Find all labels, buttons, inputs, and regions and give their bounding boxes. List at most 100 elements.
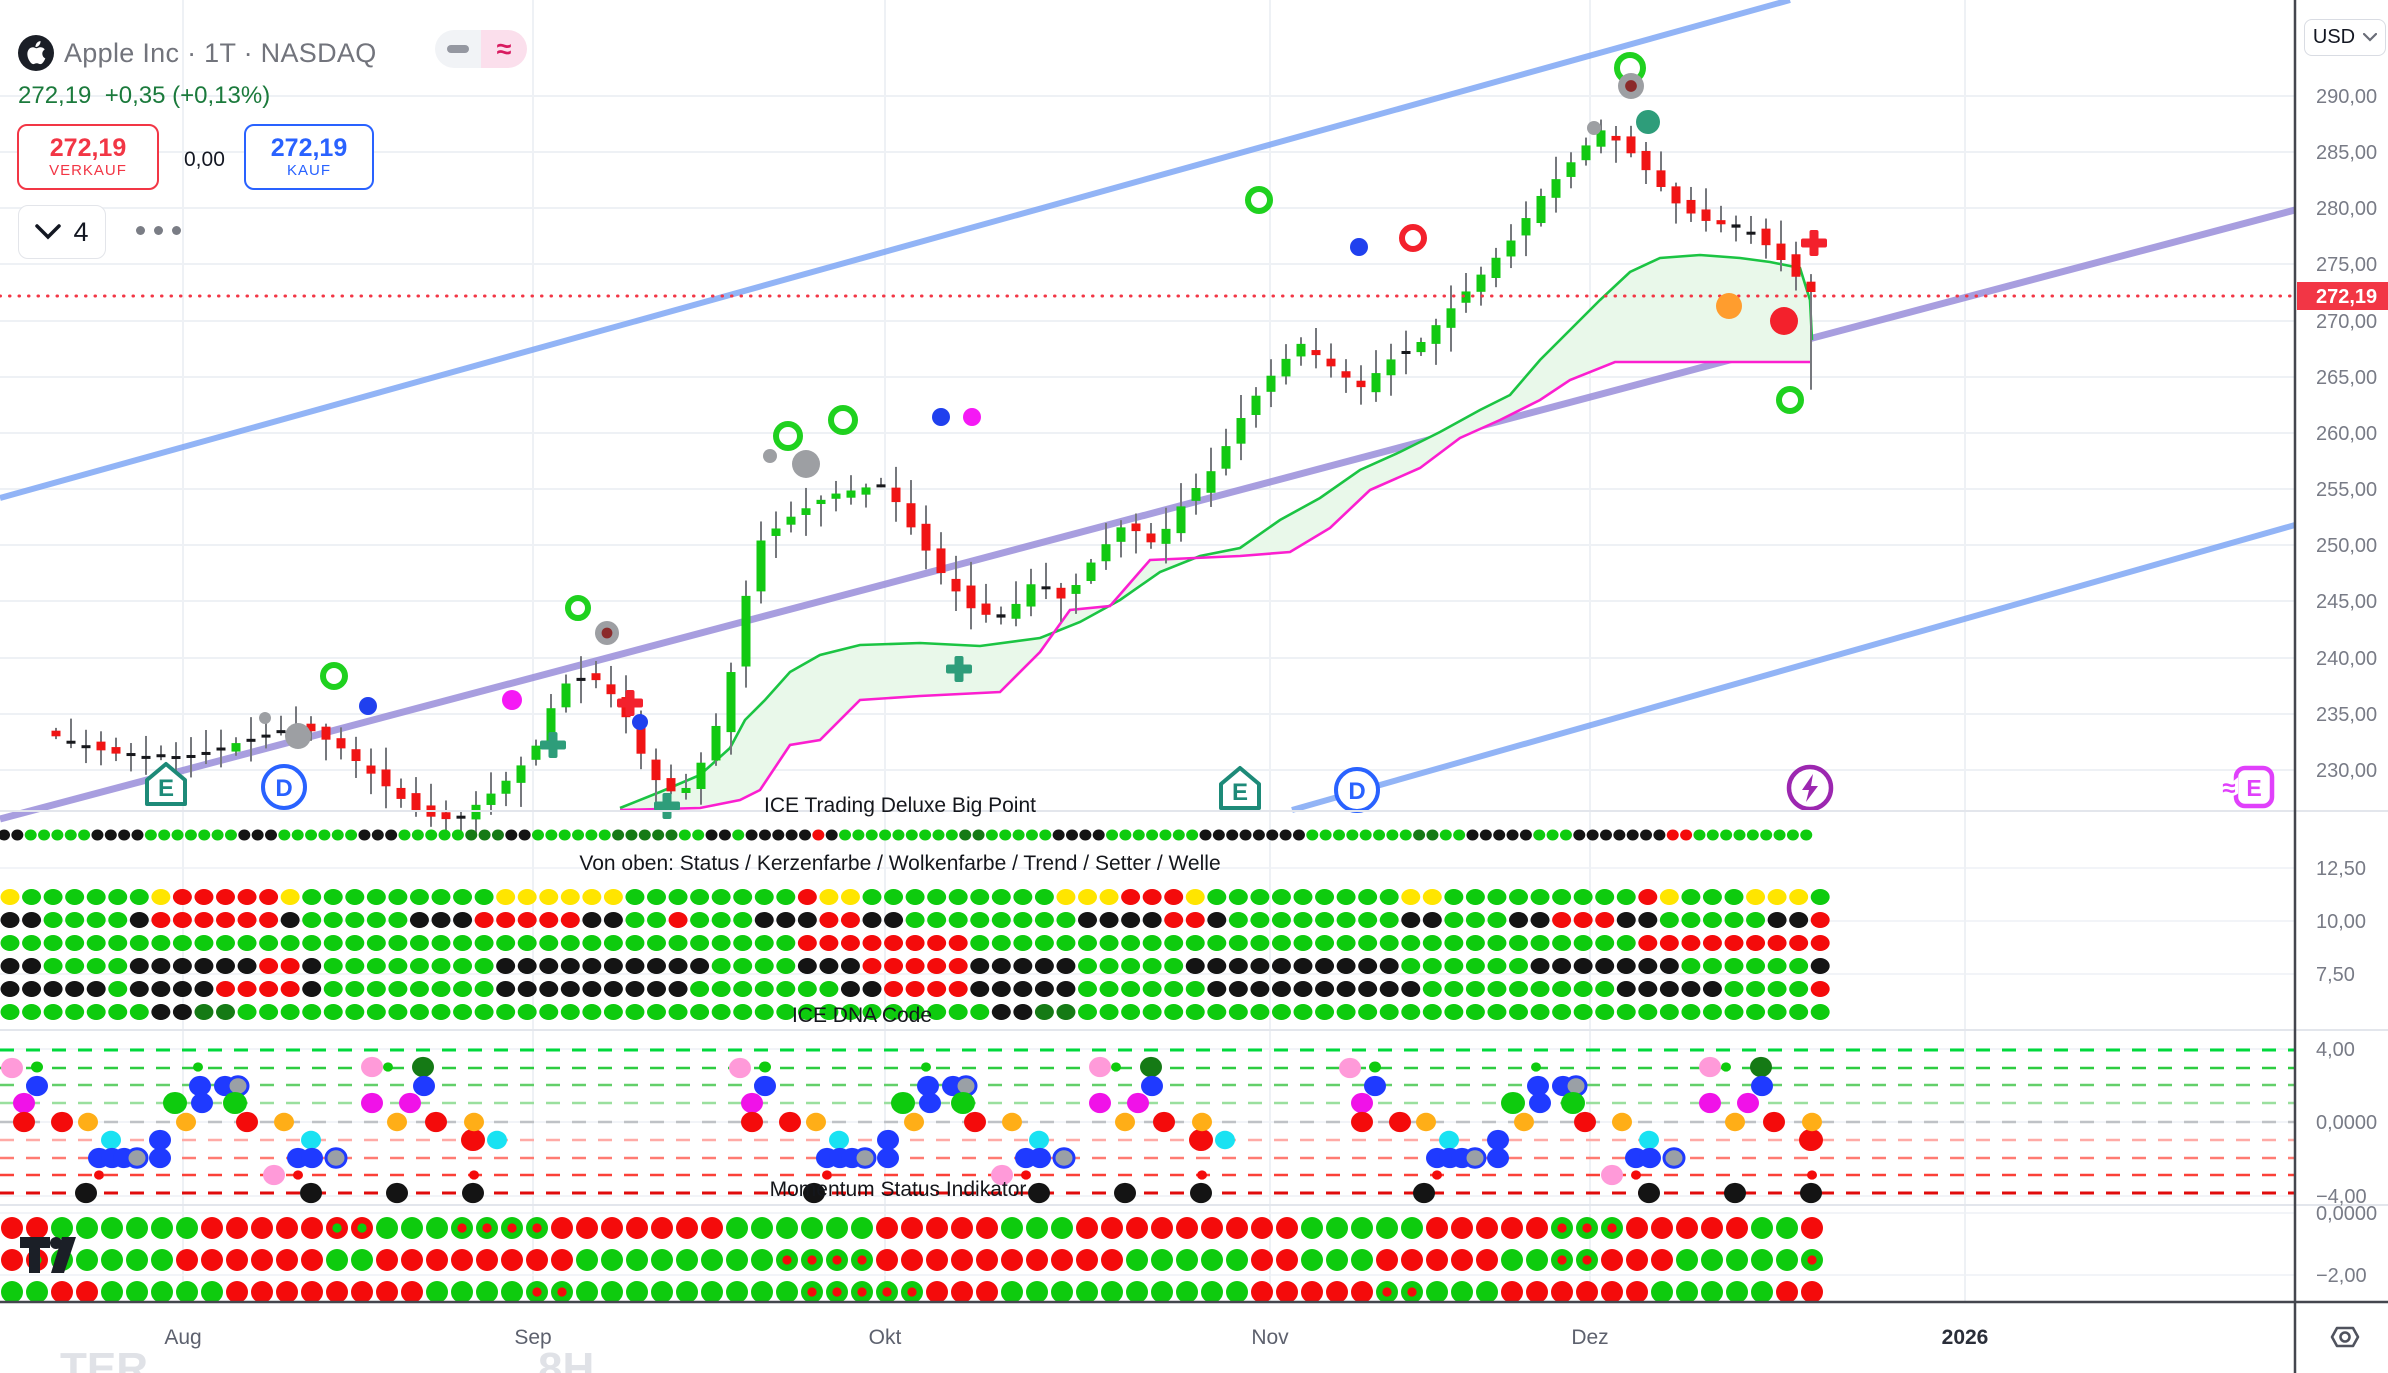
spread-value: 0,00 — [184, 148, 225, 171]
candle — [411, 793, 421, 812]
candle — [216, 747, 226, 751]
candle — [786, 516, 796, 525]
candle — [1566, 162, 1576, 177]
price-delta: +0,35 (+0,13%) — [104, 82, 271, 109]
candle — [1011, 603, 1021, 619]
bar-style-minus-button[interactable] — [435, 30, 481, 68]
trendline-midline[interactable] — [0, 206, 2296, 823]
candle — [1611, 135, 1621, 141]
dot-icon — [154, 226, 163, 235]
candle — [1401, 350, 1411, 354]
price-change-row: 272,19 +0,35 (+0,13%) — [18, 82, 270, 110]
approx-icon: ≈ — [496, 33, 512, 64]
candle — [1266, 375, 1276, 392]
candle — [66, 740, 76, 744]
sell-label: VERKAUF — [49, 161, 127, 179]
event-badge-d-circle[interactable]: D — [1334, 767, 1380, 813]
candle — [1746, 231, 1756, 235]
candle — [1701, 209, 1711, 221]
time-axis[interactable]: Aug Sep Okt Nov Dez 2026 — [164, 1326, 1988, 1349]
event-badge-approx-e[interactable]: E≈ — [2219, 765, 2275, 809]
price-axis[interactable]: 290,00 285,00 280,00 275,00 270,00 265,00 260,… — [2297, 86, 2388, 1287]
price-tick-label: 0,0000 — [2316, 1112, 2377, 1134]
trendline-channel-lower[interactable] — [1291, 522, 2296, 813]
price-tick-label: 10,00 — [2316, 911, 2366, 933]
price-tick-label: 250,00 — [2316, 535, 2377, 557]
chevron-down-icon — [2363, 33, 2378, 42]
grid — [0, 0, 2295, 1302]
event-badge-d-circle[interactable]: D — [261, 764, 307, 810]
wave-style-button[interactable]: ≈ — [481, 30, 527, 68]
candle — [651, 759, 661, 781]
buy-button[interactable]: 272,19 KAUF — [244, 124, 374, 190]
candle — [1671, 186, 1681, 204]
svg-text:E: E — [158, 775, 174, 802]
candle — [1581, 145, 1591, 161]
momentum-row-1 — [1, 1249, 1823, 1271]
candle — [1461, 291, 1471, 303]
blue-dot-marker — [359, 697, 377, 715]
plus-marker — [625, 690, 635, 716]
sell-button[interactable]: 272,19 VERKAUF — [17, 124, 159, 190]
candle — [876, 484, 886, 488]
event-badge-e-house[interactable]: E — [145, 762, 187, 806]
candle — [816, 499, 826, 505]
candle — [1491, 257, 1501, 278]
candle — [1806, 281, 1816, 292]
candle — [1716, 220, 1726, 225]
svg-text:E: E — [1232, 779, 1248, 806]
candle — [1236, 418, 1246, 444]
candle — [1626, 136, 1636, 154]
candle — [1761, 228, 1771, 246]
candle — [906, 503, 916, 528]
price-tick-label: 270,00 — [2316, 311, 2377, 333]
candle — [936, 548, 946, 574]
candle — [1371, 373, 1381, 393]
event-badge-bolt[interactable] — [1786, 764, 1834, 812]
status-dot-row — [0, 829, 1813, 841]
event-badge-e-house[interactable]: E — [1219, 766, 1261, 810]
candle — [1071, 585, 1081, 594]
candle — [516, 765, 526, 783]
blue-dot-marker — [932, 408, 950, 426]
pane-title-big-point: ICE Trading Deluxe Big Point — [764, 794, 1036, 817]
candle — [1311, 350, 1321, 356]
candle — [561, 683, 571, 708]
candle — [1791, 254, 1801, 277]
candle — [1116, 527, 1126, 542]
dna-dots — [1, 1056, 1823, 1204]
buy-label: KAUF — [286, 161, 331, 179]
price-tick-label: 290,00 — [2316, 86, 2377, 108]
candle — [171, 756, 181, 760]
candle — [141, 755, 151, 759]
candle — [981, 603, 991, 615]
more-options-button[interactable] — [136, 226, 181, 235]
matrix-row-setter — [0, 981, 1830, 997]
candle — [726, 672, 736, 733]
candle — [1131, 523, 1141, 532]
candle — [351, 749, 361, 762]
symbol-title[interactable]: Apple Inc · 1T · NASDAQ — [64, 38, 377, 68]
currency-selector[interactable]: USD — [2304, 19, 2386, 56]
candle — [546, 708, 556, 747]
red-ring-marker — [1399, 224, 1427, 252]
red-dot-marker — [1770, 307, 1798, 335]
candle — [336, 738, 346, 749]
trendline-channel-upper[interactable] — [0, 0, 1791, 501]
plus-marker — [662, 793, 672, 819]
last-price: 272,19 — [18, 82, 92, 109]
candle — [51, 730, 61, 737]
interval-collapse-button[interactable]: 4 — [18, 205, 106, 259]
candle — [276, 730, 286, 734]
watermark-text: 8H — [538, 1344, 595, 1373]
green-ring-marker — [1245, 186, 1273, 214]
candle — [1521, 218, 1531, 236]
candle — [306, 723, 316, 732]
blue-dot-marker — [632, 714, 648, 730]
candle — [1101, 544, 1111, 562]
plus-marker — [548, 732, 558, 758]
settings-gear-icon[interactable] — [2328, 1320, 2362, 1359]
tradingview-logo-icon[interactable] — [20, 1237, 86, 1278]
candle — [201, 751, 211, 755]
